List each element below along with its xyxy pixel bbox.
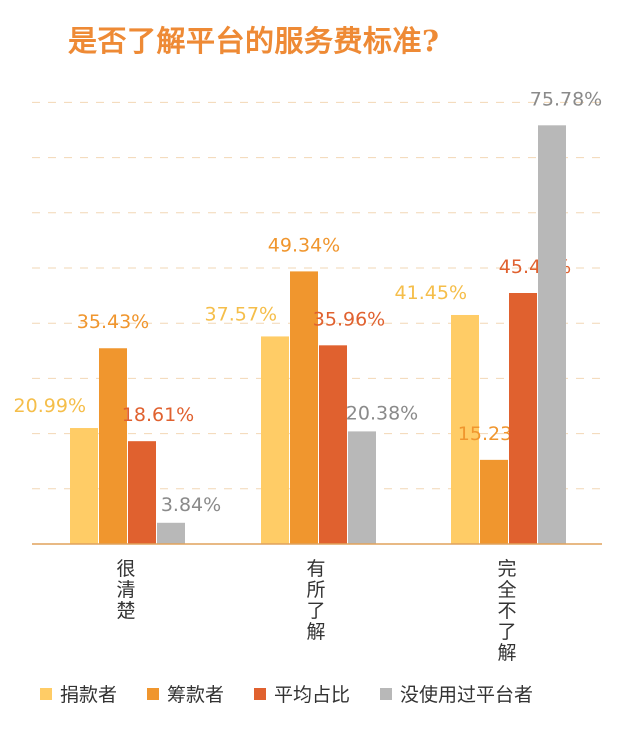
bar-2-1 xyxy=(99,348,127,544)
bar-4-3 xyxy=(538,125,566,545)
bar-1-2 xyxy=(261,336,289,544)
bar-1-1 xyxy=(70,428,98,544)
bar-4-2 xyxy=(348,431,376,544)
legend: 捐款者 筹款者 平均占比 没使用过平台者 xyxy=(40,680,563,707)
bar-3-3 xyxy=(509,292,537,544)
category-label-2: 有所了解 xyxy=(306,558,325,643)
bar-3-2 xyxy=(319,345,347,544)
category-label-3: 完全不了解 xyxy=(497,558,516,664)
bar-4-1 xyxy=(157,522,185,544)
category-label-1: 很清楚 xyxy=(116,558,135,622)
legend-swatch xyxy=(40,687,52,700)
data-label-4-1: 3.84% xyxy=(161,494,221,516)
legend-swatch xyxy=(380,687,393,700)
bar-1-3 xyxy=(451,314,479,544)
bar-2-2 xyxy=(290,271,318,544)
data-label-1-3: 41.45% xyxy=(395,282,467,304)
legend-swatch xyxy=(147,687,160,700)
data-label-3-2: 35.96% xyxy=(313,308,385,330)
data-label-4-3: 75.78% xyxy=(530,88,602,110)
data-label-2-1: 35.43% xyxy=(77,311,149,333)
legend-item-4: 没使用过平台者 xyxy=(380,680,533,707)
bar-chart: 20.99%37.57%41.45%35.43%49.34%15.23%18.6… xyxy=(14,88,603,664)
legend-label: 捐款者 xyxy=(60,684,118,706)
legend-swatch xyxy=(254,687,267,700)
data-label-1-1: 20.99% xyxy=(14,395,86,417)
legend-item-1: 捐款者 xyxy=(40,680,117,707)
bar-2-3 xyxy=(480,459,508,544)
bar-3-1 xyxy=(128,441,156,544)
legend-label: 筹款者 xyxy=(167,684,225,706)
data-label-1-2: 37.57% xyxy=(205,303,277,325)
legend-item-3: 平均占比 xyxy=(254,680,350,707)
chart-title: 是否了解平台的服务费标准? xyxy=(68,24,440,58)
legend-item-2: 筹款者 xyxy=(147,680,224,707)
data-label-3-1: 18.61% xyxy=(122,404,194,426)
legend-label: 没使用过平台者 xyxy=(400,684,534,706)
legend-label: 平均占比 xyxy=(274,684,351,706)
data-label-2-2: 49.34% xyxy=(268,234,340,256)
data-label-4-2: 20.38% xyxy=(346,402,418,424)
